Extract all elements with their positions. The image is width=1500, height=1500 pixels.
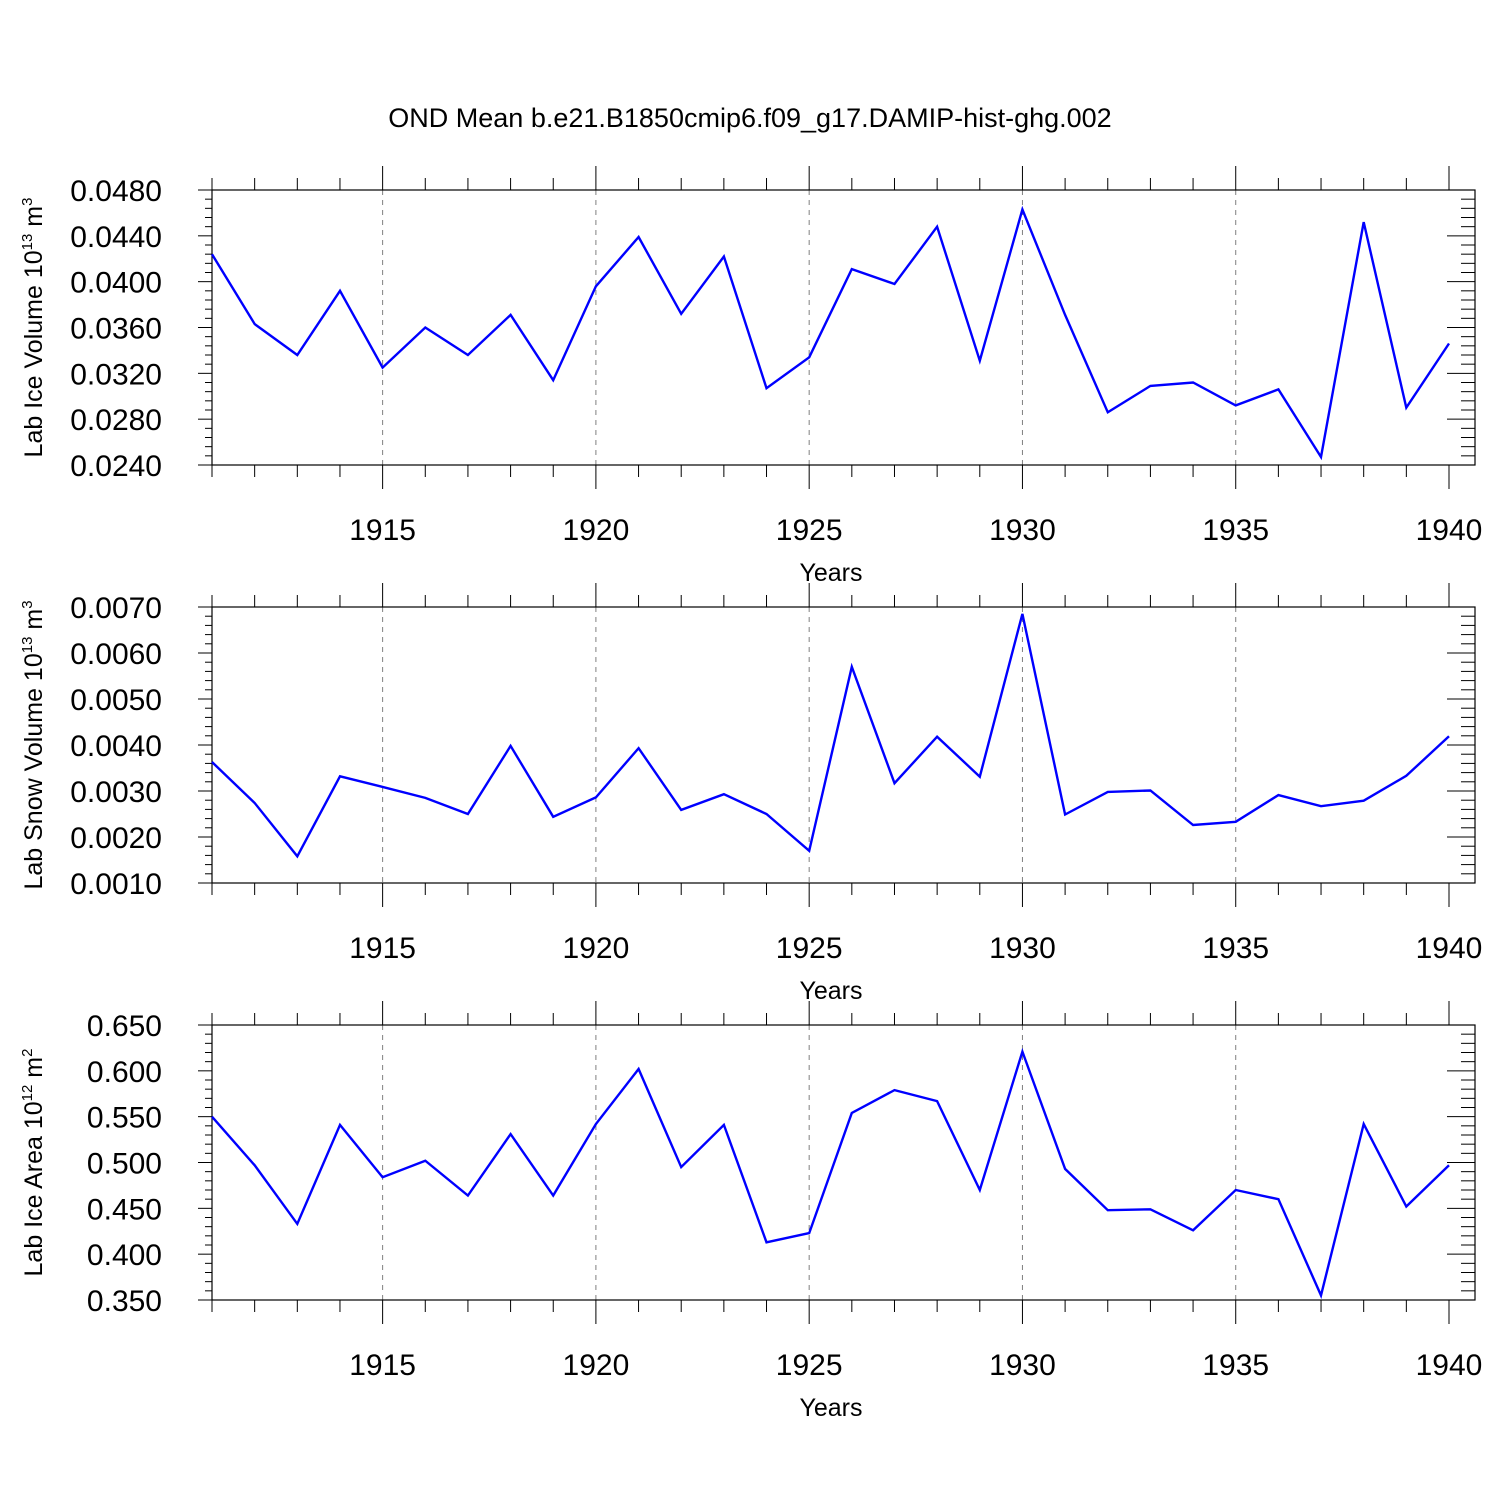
x-tick-label: 1920: [563, 1349, 630, 1382]
y-tick-label: 0.0280: [70, 404, 162, 437]
y-tick-label: 0.0070: [70, 592, 162, 625]
y-tick-label: 0.550: [87, 1102, 162, 1135]
y-tick-label: 0.0440: [70, 221, 162, 254]
x-tick-label: 1915: [349, 1349, 416, 1382]
y-tick-label: 0.350: [87, 1285, 162, 1318]
y-tick-label: 0.0020: [70, 822, 162, 855]
y-tick-label: 0.0060: [70, 638, 162, 671]
panel-3: 1915 1920 1925 1930 1935 1940 Years 0.350 0.400 0…: [19, 1001, 1482, 1422]
x-tick-label: 1920: [563, 514, 630, 547]
x-tick-label: 1930: [989, 932, 1056, 965]
y-tick-label: 0.0400: [70, 267, 162, 300]
x-tick-label: 1920: [563, 932, 630, 965]
x-tick-label: 1915: [349, 514, 416, 547]
y-tick-label: 0.0010: [70, 868, 162, 901]
y-tick-label: 0.650: [87, 1010, 162, 1043]
y-tick-label: 0.0040: [70, 730, 162, 763]
x-tick-label: 1935: [1202, 932, 1269, 965]
x-tick-label: 1940: [1416, 932, 1483, 965]
y-tick-label: 0.450: [87, 1193, 162, 1226]
x-tick-label: 1925: [776, 932, 843, 965]
y-axis-label: Lab Ice Area 1012 m2: [19, 1049, 48, 1277]
x-axis-label: Years: [799, 559, 862, 587]
y-tick-label: 0.400: [87, 1239, 162, 1272]
x-axis-label: Years: [799, 977, 862, 1005]
y-tick-label: 0.0030: [70, 776, 162, 809]
x-tick-label: 1925: [776, 514, 843, 547]
x-tick-label: 1935: [1202, 514, 1269, 547]
plot-frame: [211, 606, 1476, 884]
y-tick-label: 0.500: [87, 1148, 162, 1181]
x-tick-label: 1915: [349, 932, 416, 965]
chart-title: OND Mean b.e21.B1850cmip6.f09_g17.DAMIP-…: [388, 103, 1111, 133]
panel-1: 1915 1920 1925 1930 1935 1940 Years 0.0240 0.028…: [19, 166, 1482, 587]
y-tick-label: 0.0050: [70, 684, 162, 717]
panels: 1915 1920 1925 1930 1935 1940 Years 0.0240 0.028…: [19, 166, 1482, 1422]
y-tick-label: 0.0240: [70, 450, 162, 483]
y-tick-label: 0.600: [87, 1056, 162, 1089]
x-tick-label: 1930: [989, 514, 1056, 547]
y-tick-label: 0.0320: [70, 358, 162, 391]
series-line: [211, 1047, 1450, 1300]
x-tick-label: 1935: [1202, 1349, 1269, 1382]
y-axis-label: Lab Snow Volume 1013 m3: [19, 600, 48, 889]
x-tick-label: 1940: [1416, 514, 1483, 547]
panel-2: 1915 1920 1925 1930 1935 1940 Years 0.0010 0.002…: [19, 583, 1482, 1005]
series-line: [211, 613, 1450, 859]
y-tick-label: 0.0480: [70, 175, 162, 208]
x-axis-label: Years: [799, 1394, 862, 1422]
series-line: [210, 205, 1450, 461]
y-axis-label: Lab Ice Volume 1013 m3: [19, 198, 48, 458]
plot-frame: [211, 1024, 1476, 1301]
x-tick-label: 1930: [989, 1349, 1056, 1382]
y-tick-label: 0.0360: [70, 313, 162, 346]
x-tick-label: 1925: [776, 1349, 843, 1382]
x-tick-label: 1940: [1416, 1349, 1483, 1382]
plot-frame: [211, 189, 1476, 466]
